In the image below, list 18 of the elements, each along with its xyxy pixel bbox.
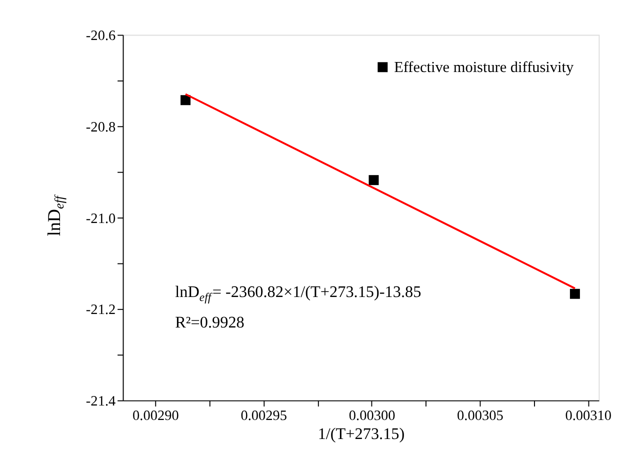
x-tick-label: 0.00295	[240, 408, 288, 424]
point	[368, 175, 379, 186]
x-tick-label: 0.00305	[457, 408, 504, 424]
text: = -2360.82×1/(T+273.15)-13.85	[212, 284, 422, 302]
point	[180, 95, 191, 106]
y-tick-label: -20.8	[86, 119, 116, 136]
annotation: R²=0.9928	[175, 314, 244, 332]
y-tick-label: -21.0	[86, 210, 116, 227]
text: lnDeff	[44, 196, 66, 236]
y-tick-label: -21.4	[86, 394, 116, 410]
legend-label: Effective moisture diffusivity	[394, 58, 574, 76]
y-tick-label: -21.2	[86, 302, 116, 318]
x-tick-label: 0.00290	[132, 408, 179, 424]
y-tick-label: -20.6	[86, 28, 116, 44]
x-tick-label: 0.00300	[348, 408, 396, 424]
x-tick-label: 0.00310	[565, 408, 612, 424]
x-axis-title: 1/(T+273.15)	[318, 426, 405, 443]
point	[570, 288, 580, 299]
